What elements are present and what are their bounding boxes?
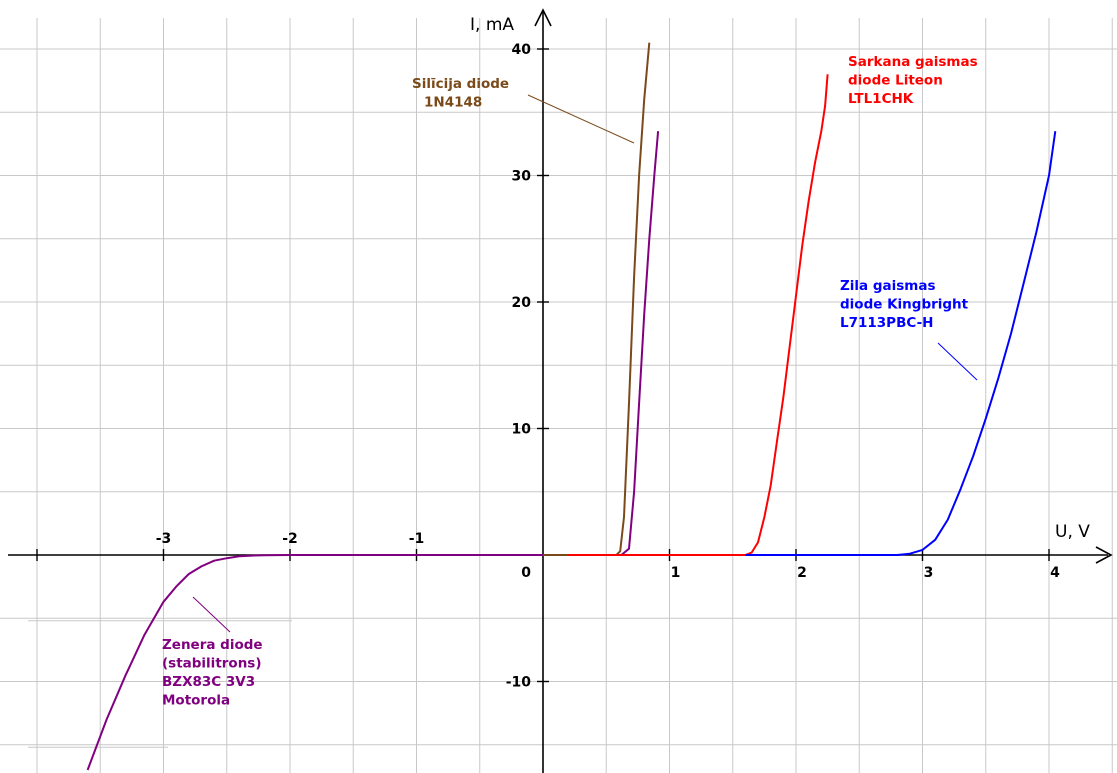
annotation-line: L7113PBC-H (840, 315, 933, 331)
x-axis-arrow (1095, 546, 1113, 564)
zener-diode-curve (86, 131, 660, 771)
annotation-leader-line (937, 342, 978, 381)
grid (0, 18, 1117, 773)
silicon-diode-annotation: Silīcija diode 1N4148 (412, 76, 509, 111)
annotation-line: Motorola (162, 693, 230, 709)
x-tick-label: 2 (797, 565, 807, 581)
x-tick-label: 4 (1050, 565, 1060, 581)
annotation-line: BZX83C 3V3 (162, 674, 255, 690)
annotation-line: Sarkana gaismas (848, 54, 978, 70)
red-led-annotation: Sarkana gaismas diode Liteon LTL1CHK (848, 54, 978, 107)
red-led-curve (568, 74, 829, 556)
y-tick-label: -10 (506, 675, 532, 691)
x-axis-label: U, V (1055, 522, 1090, 542)
ticks: -3 -2 -1 1 2 3 4 -10 10 20 30 40 0 (36, 42, 1060, 691)
y-tick-label: 40 (512, 42, 532, 58)
x-tick-label: -2 (282, 531, 298, 547)
blue-led-curve (745, 131, 1057, 556)
y-tick-label: 10 (512, 422, 532, 438)
annotation-line: Silīcija diode (412, 76, 509, 92)
x-tick-label: 1 (671, 565, 681, 581)
annotation-leader-line (527, 94, 635, 144)
y-tick-label: 30 (512, 169, 532, 185)
annotation-line: diode Kingbright (840, 297, 969, 313)
y-axis-arrow (534, 8, 552, 27)
annotation-line: (stabilitrons) (162, 656, 262, 672)
zener-diode-annotation: Zenera diode (stabilitrons) BZX83C 3V3 Moto… (162, 637, 263, 709)
y-tick-label: 20 (512, 295, 532, 311)
silicon-diode-curve (543, 42, 651, 556)
annotation-leader-line (192, 596, 231, 633)
annotation-line: Zila gaismas (840, 278, 936, 294)
series-group (86, 42, 1057, 771)
annotation-line: Zenera diode (162, 637, 263, 653)
blue-led-annotation: Zila gaismas diode Kingbright L7113PBC-H (840, 278, 969, 331)
annotations: Silīcija diode 1N4148 Sarkana gaismas diode… (162, 54, 978, 709)
x-tick-label: -3 (156, 531, 172, 547)
x-tick-label: -1 (409, 531, 425, 547)
y-axis-label: I, mA (470, 15, 514, 35)
annotation-line: diode Liteon (848, 73, 943, 89)
annotation-line: LTL1CHK (848, 91, 914, 107)
origin-label: 0 (521, 565, 531, 581)
x-tick-label: 3 (924, 565, 934, 581)
annotation-line: 1N4148 (424, 95, 482, 111)
